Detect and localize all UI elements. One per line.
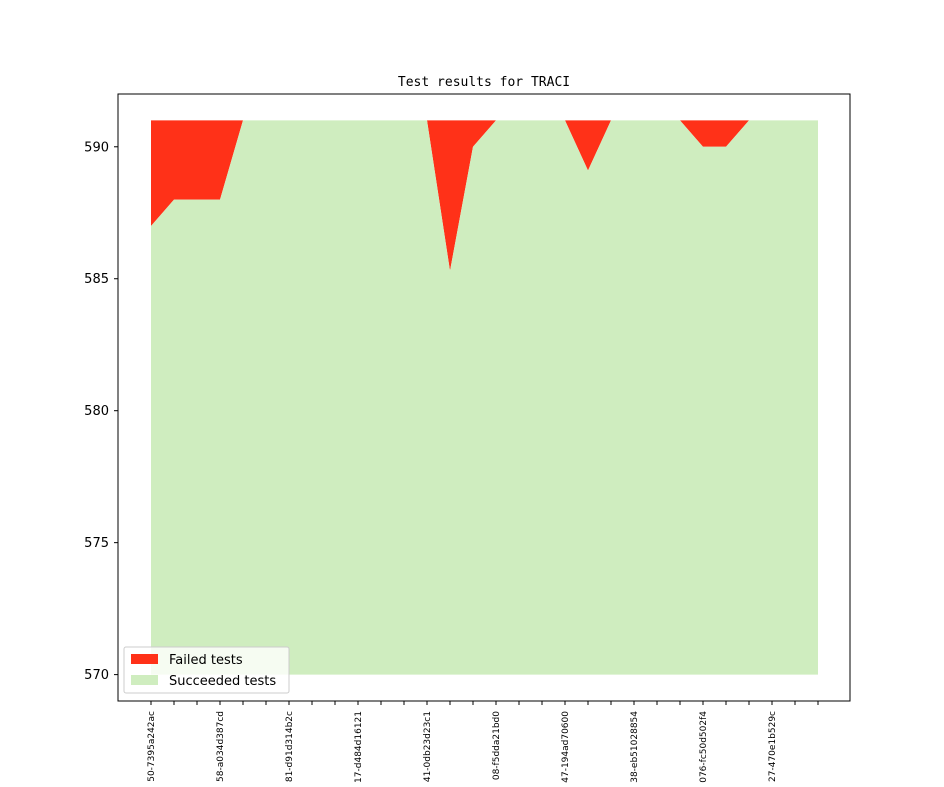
x-tick-label: 58-a034d387cd <box>216 711 226 782</box>
legend-label-succeeded: Succeeded tests <box>169 674 276 689</box>
x-tick-label: 27-470e1b529c <box>768 711 778 782</box>
x-tick-label: 38-eb51028854 <box>630 711 640 783</box>
x-tick-label: 17-d484d16121 <box>354 711 364 783</box>
legend-swatch-succeeded <box>131 675 158 685</box>
plot-frame <box>117 93 851 702</box>
legend-box <box>123 646 290 694</box>
y-tick-label: 590 <box>84 140 109 155</box>
y-tick-label: 580 <box>84 404 109 419</box>
x-tick-label: 08-f5dda21bd0 <box>492 711 502 780</box>
x-tick-label: 50-7395a242ac <box>147 711 157 782</box>
y-tick-label: 575 <box>84 536 109 551</box>
y-axis: 570 575 580 585 590 <box>84 140 118 683</box>
x-tick-label: 81-d91d314b2c <box>285 711 295 782</box>
series-failed-area <box>151 120 818 271</box>
x-tick-label: 47-194ad70600 <box>561 711 571 783</box>
x-tick-label: 076-fc50d502f4 <box>699 711 709 783</box>
series-succeeded-area <box>151 120 818 675</box>
x-tick-label: 41-0db23d23c1 <box>423 711 433 782</box>
legend-label-failed: Failed tests <box>169 653 243 668</box>
y-tick-label: 570 <box>84 668 109 683</box>
x-axis: 50-7395a242ac 58-a034d387cd 81-d91d314b2c 1… <box>147 701 819 783</box>
y-tick-label: 585 <box>84 272 109 287</box>
legend-swatch-failed <box>131 654 158 664</box>
legend: Failed tests Succeeded tests <box>123 646 290 694</box>
chart-title: Test results for TRACI <box>398 75 570 90</box>
plot-area <box>151 120 818 675</box>
